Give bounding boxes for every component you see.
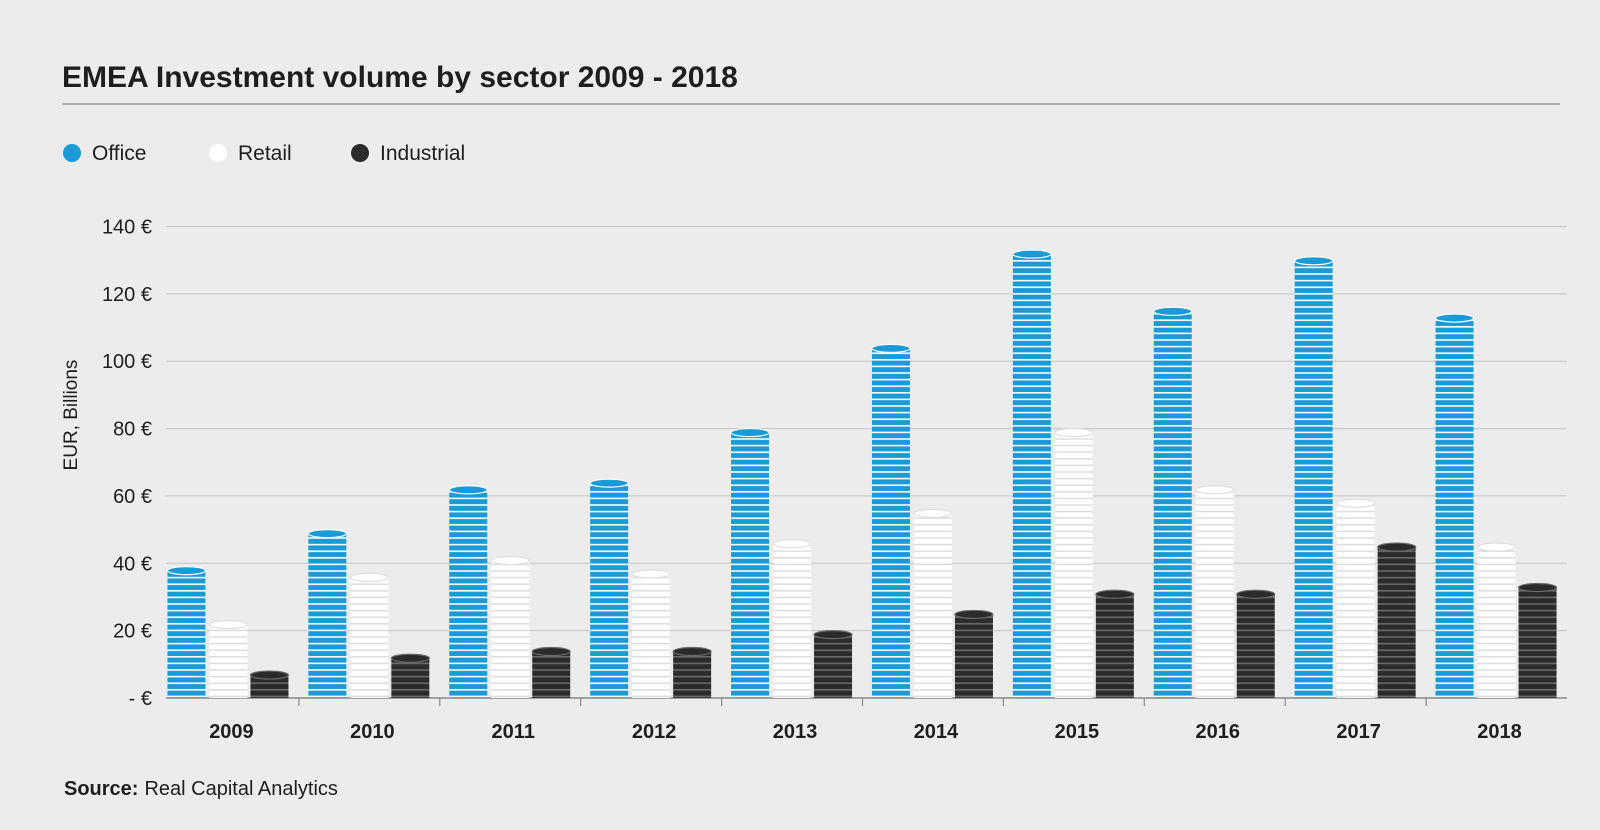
y-tick-label: 80 € [113, 419, 152, 441]
x-tick-label: 2010 [350, 721, 395, 743]
bar [491, 560, 530, 698]
bar [590, 483, 629, 698]
y-axis-label: EUR, Billions [61, 360, 82, 471]
bar [632, 574, 671, 698]
bar [1294, 260, 1333, 698]
x-tick-label: 2012 [632, 721, 677, 743]
bar [1336, 503, 1375, 698]
coin-top [730, 427, 770, 438]
coin-top [1294, 256, 1334, 266]
legend-swatch [63, 144, 81, 162]
legend-label: Office [92, 142, 146, 165]
chart-title: EMEA Investment volume by sector 2009 - … [62, 61, 738, 94]
coin-top [1054, 427, 1094, 438]
coin-top [672, 646, 712, 657]
coin-top [1336, 498, 1376, 508]
coin-top [390, 653, 430, 663]
x-tick-label: 2015 [1055, 721, 1100, 743]
coin-top [1012, 249, 1052, 259]
source-text: Real Capital Analytics [144, 778, 337, 800]
y-tick-label: 140 € [102, 217, 152, 239]
legend-swatch [209, 144, 227, 162]
bar [1095, 594, 1134, 698]
y-tick-label: 40 € [113, 553, 152, 575]
bar [308, 533, 347, 698]
coin-top [813, 630, 853, 640]
bar [1153, 311, 1192, 698]
bar [350, 577, 389, 698]
bar [449, 489, 488, 698]
bar [773, 543, 812, 698]
x-tick-label: 2014 [914, 721, 959, 743]
y-tick-label: 20 € [113, 621, 152, 643]
bar [1435, 318, 1474, 698]
bar [1195, 489, 1234, 698]
bar [954, 614, 993, 698]
legend-label: Industrial [380, 142, 465, 165]
coin-top [208, 619, 249, 630]
x-tick-label: 2011 [492, 721, 535, 743]
coin-top [772, 539, 812, 549]
coin-top [1095, 589, 1135, 599]
x-tick-label: 2017 [1336, 721, 1381, 743]
coin-top [531, 646, 571, 657]
bar [250, 675, 289, 698]
coin-top [913, 508, 953, 519]
legend-label: Retail [238, 142, 292, 165]
coin-top [166, 566, 207, 576]
bar [1054, 432, 1093, 698]
bar [871, 348, 910, 698]
y-tick-label: 120 € [102, 284, 152, 306]
bar [814, 634, 853, 698]
coin-top [1153, 306, 1193, 316]
coin-top [631, 569, 671, 579]
bar [209, 624, 248, 698]
bar [391, 658, 430, 698]
x-tick-label: 2013 [773, 721, 818, 743]
bar [1477, 547, 1516, 698]
x-tick-label: 2009 [209, 721, 254, 743]
legend-swatch [351, 144, 369, 162]
x-tick-label: 2016 [1196, 721, 1241, 743]
coin-top [1517, 582, 1558, 593]
bar [532, 651, 571, 698]
bar [913, 513, 952, 698]
bar [1518, 587, 1557, 698]
coin-top [249, 670, 290, 680]
coin-top [1434, 313, 1475, 323]
bar [673, 651, 712, 698]
source: Source: Real Capital Analytics [64, 778, 338, 800]
coin-top [871, 343, 911, 353]
coin-top [1236, 589, 1276, 599]
source-label: Source: [64, 778, 138, 800]
coin-top [1476, 542, 1517, 552]
coin-top [589, 478, 629, 488]
coin-top [490, 555, 530, 566]
coin-top [307, 529, 347, 539]
coin-top [448, 485, 488, 495]
coin-top [954, 609, 994, 620]
y-tick-label: 60 € [113, 486, 152, 508]
y-tick-label: - € [129, 688, 152, 710]
coin-top [1195, 485, 1235, 495]
bar [1377, 547, 1416, 698]
bar [731, 432, 770, 698]
coin-top [1377, 542, 1417, 552]
bar [167, 570, 206, 698]
bar [1012, 254, 1051, 698]
y-tick-label: 100 € [102, 351, 152, 373]
x-tick-label: 2018 [1477, 721, 1522, 743]
bar [1236, 594, 1275, 698]
coin-top [349, 572, 389, 582]
